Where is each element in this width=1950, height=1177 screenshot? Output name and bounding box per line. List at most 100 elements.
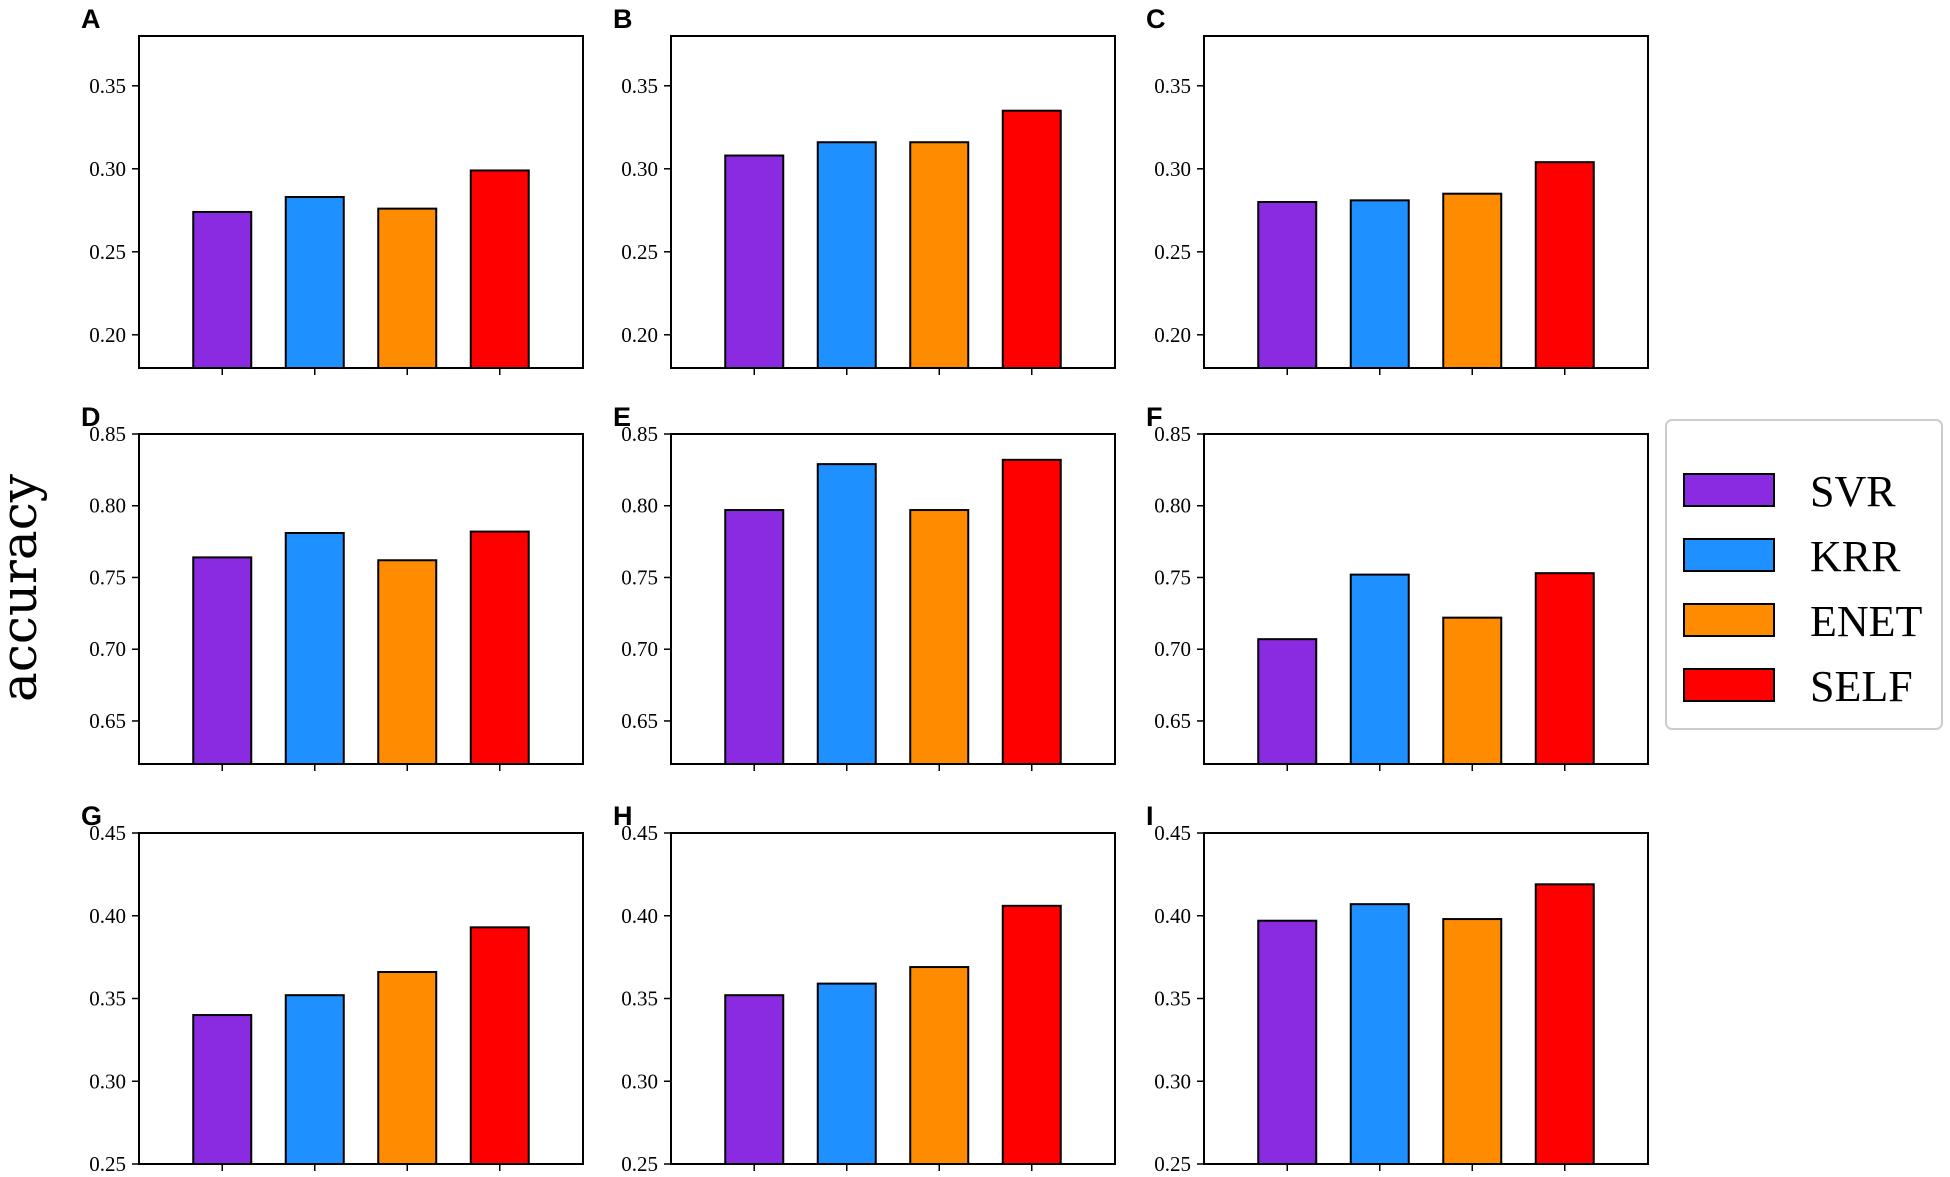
bar-h-enet xyxy=(909,966,970,1165)
panels: A 0.20 0.25 0.30 0.35 B 0.20 0.25 0.30 0.35 C 0.20 0… xyxy=(81,4,1649,1176)
bar-g-svr xyxy=(192,1014,253,1165)
y-tick-label-g: 0.45 xyxy=(89,821,126,845)
y-tick-label-g: 0.30 xyxy=(89,1069,126,1093)
bar-c-enet xyxy=(1442,192,1503,369)
bar-c-krr xyxy=(1349,199,1410,369)
y-tick-label-e: 0.75 xyxy=(621,565,658,589)
axes-frame-g xyxy=(138,832,584,1165)
y-tick-label-b: 0.30 xyxy=(621,157,658,181)
y-tick-label-f: 0.85 xyxy=(1154,422,1191,446)
y-tick-label-i: 0.35 xyxy=(1154,987,1191,1011)
bar-b-svr xyxy=(724,154,785,369)
y-tick-label-c: 0.25 xyxy=(1154,240,1191,264)
y-tick-label-d: 0.70 xyxy=(89,637,126,661)
bar-a-enet xyxy=(377,207,438,369)
panel-e: E 0.65 0.70 0.75 0.80 0.85 xyxy=(613,402,1116,771)
y-tick-label-a: 0.20 xyxy=(89,323,126,347)
legend: SVR KRR ENET SELF xyxy=(1665,419,1943,730)
y-tick-label-e: 0.85 xyxy=(621,422,658,446)
axes-frame-e xyxy=(670,433,1116,765)
bar-h-self xyxy=(1001,904,1062,1165)
bar-i-self xyxy=(1534,883,1595,1165)
bar-f-svr xyxy=(1257,638,1318,765)
y-tick-label-d: 0.85 xyxy=(89,422,126,446)
panel-letter-g: G xyxy=(81,801,102,831)
panel-f: F 0.65 0.70 0.75 0.80 0.85 xyxy=(1146,402,1649,771)
y-tick-label-g: 0.25 xyxy=(89,1152,126,1176)
y-tick-label-b: 0.35 xyxy=(621,74,658,98)
legend-swatch-enet xyxy=(1683,603,1775,637)
y-tick-label-b: 0.25 xyxy=(621,240,658,264)
panel-letter-b: B xyxy=(613,4,633,34)
bar-i-krr xyxy=(1349,903,1410,1165)
y-tick-label-g: 0.40 xyxy=(89,904,126,928)
panel-letter-d: D xyxy=(81,402,101,432)
legend-swatch-krr xyxy=(1683,538,1775,572)
bar-f-krr xyxy=(1349,573,1410,766)
axes-frame-f xyxy=(1203,433,1649,765)
y-tick-label-h: 0.30 xyxy=(621,1069,658,1093)
legend-swatch-self xyxy=(1683,668,1775,702)
legend-swatch-svr xyxy=(1683,473,1775,507)
y-tick-label-h: 0.35 xyxy=(621,987,658,1011)
bar-b-enet xyxy=(909,141,970,369)
y-tick-label-f: 0.65 xyxy=(1154,709,1191,733)
bar-f-enet xyxy=(1442,616,1503,765)
panel-letter-i: I xyxy=(1146,801,1154,831)
panel-letter-c: C xyxy=(1146,4,1166,34)
bar-i-svr xyxy=(1257,919,1318,1166)
y-tick-label-d: 0.75 xyxy=(89,565,126,589)
y-axis-label: accuracy xyxy=(0,473,48,702)
bar-d-svr xyxy=(192,556,253,765)
axes-frame-i xyxy=(1203,832,1649,1165)
y-tick-label-c: 0.30 xyxy=(1154,157,1191,181)
bar-h-svr xyxy=(724,994,785,1165)
y-tick-label-e: 0.70 xyxy=(621,637,658,661)
y-tick-label-h: 0.40 xyxy=(621,904,658,928)
panel-h: H 0.25 0.30 0.35 0.40 0.45 xyxy=(613,801,1116,1176)
panel-g: G 0.25 0.30 0.35 0.40 0.45 xyxy=(81,801,584,1176)
axes-frame-h xyxy=(670,832,1116,1165)
panel-letter-f: F xyxy=(1146,402,1163,432)
y-tick-label-d: 0.80 xyxy=(89,494,126,518)
y-tick-label-f: 0.80 xyxy=(1154,494,1191,518)
bar-h-krr xyxy=(816,982,877,1165)
y-tick-label-c: 0.35 xyxy=(1154,74,1191,98)
panel-letter-h: H xyxy=(613,801,633,831)
bar-c-svr xyxy=(1257,201,1318,369)
y-tick-label-d: 0.65 xyxy=(89,709,126,733)
bar-e-krr xyxy=(816,463,877,765)
legend-label-enet: ENET xyxy=(1810,597,1923,646)
y-tick-label-i: 0.30 xyxy=(1154,1069,1191,1093)
y-tick-label-c: 0.20 xyxy=(1154,323,1191,347)
axes-frame-a xyxy=(138,35,584,369)
bar-b-krr xyxy=(816,141,877,369)
bar-e-enet xyxy=(909,509,970,766)
y-tick-label-b: 0.20 xyxy=(621,323,658,347)
panel-c: C 0.20 0.25 0.30 0.35 xyxy=(1146,4,1649,375)
axes-frame-b xyxy=(670,35,1116,369)
panel-i: I 0.25 0.30 0.35 0.40 0.45 xyxy=(1146,801,1649,1176)
panel-letter-e: E xyxy=(613,402,631,432)
bar-g-enet xyxy=(377,971,438,1166)
y-tick-label-h: 0.45 xyxy=(621,821,658,845)
legend-label-self: SELF xyxy=(1810,662,1913,711)
y-tick-label-a: 0.35 xyxy=(89,74,126,98)
bar-e-self xyxy=(1001,458,1062,765)
y-tick-label-i: 0.45 xyxy=(1154,821,1191,845)
bar-a-svr xyxy=(192,210,253,369)
bar-g-self xyxy=(469,926,530,1166)
y-tick-label-e: 0.65 xyxy=(621,709,658,733)
bar-c-self xyxy=(1534,161,1595,369)
bar-d-enet xyxy=(377,559,438,765)
panel-b: B 0.20 0.25 0.30 0.35 xyxy=(613,4,1116,375)
legend-label-krr: KRR xyxy=(1810,532,1901,581)
bar-d-krr xyxy=(284,532,345,765)
y-tick-label-e: 0.80 xyxy=(621,494,658,518)
bar-f-self xyxy=(1534,572,1595,765)
bar-a-self xyxy=(469,169,530,369)
bar-e-svr xyxy=(724,509,785,766)
y-tick-label-g: 0.35 xyxy=(89,987,126,1011)
axes-frame-d xyxy=(138,433,584,765)
